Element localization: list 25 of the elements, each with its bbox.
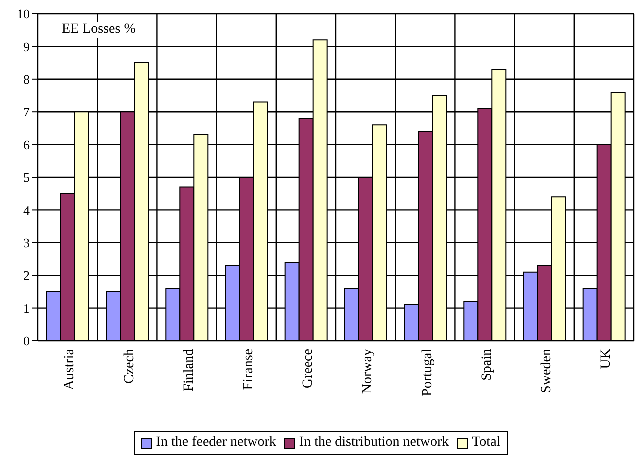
x-tick-label: Firanse [242, 349, 257, 390]
y-tick-label: 1 [24, 300, 30, 316]
x-tick-label: Norway [360, 349, 376, 394]
x-tick-label: Sweden [540, 349, 555, 394]
x-tick-label: Finland [182, 349, 197, 392]
y-tick-label: 5 [24, 170, 30, 186]
y-tick-label: 2 [24, 268, 30, 284]
y-tick-label: 0 [24, 334, 30, 349]
x-tick-label: Spain [480, 349, 495, 381]
y-tick-label: 4 [24, 202, 30, 218]
legend-label: In the feeder network [156, 435, 276, 451]
x-tick-label: Austria [62, 348, 78, 390]
y-tick-label: 7 [24, 104, 30, 120]
x-tick-label: Czech [122, 349, 138, 384]
x-tick-label: Greece [301, 349, 316, 389]
y-tick-label: 10 [17, 6, 30, 22]
y-tick-label: 3 [24, 236, 30, 251]
y-tick-label: 8 [24, 72, 30, 88]
x-tick-label: UK [599, 349, 614, 370]
y-tick-label: 9 [24, 39, 30, 54]
text: EE Losses % [60, 22, 138, 38]
x-tick-label: Portugal [420, 348, 436, 396]
legend-label: In the distribution network [299, 435, 450, 451]
legend-label: Total [472, 435, 501, 451]
y-tick-label: 6 [24, 137, 30, 152]
